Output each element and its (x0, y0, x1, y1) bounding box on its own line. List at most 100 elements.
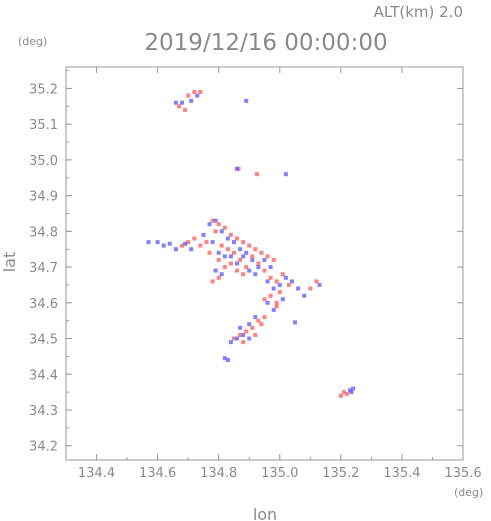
scatter-point (204, 240, 209, 245)
scatter-point (250, 254, 255, 259)
scatter-point (274, 279, 279, 284)
scatter-point (173, 100, 178, 105)
points-layer (146, 90, 356, 398)
scatter-point (210, 279, 215, 284)
y-tick-label: 34.5 (29, 333, 58, 348)
scatter-point (146, 240, 151, 245)
scatter-point (167, 241, 172, 246)
y-tick-label: 34.9 (29, 190, 58, 205)
scatter-point (216, 257, 221, 262)
scatter-point (247, 322, 252, 327)
scatter-point (253, 315, 258, 320)
scatter-point (349, 390, 354, 395)
x-tick-label: 135.2 (322, 466, 359, 481)
scatter-point (241, 240, 246, 245)
scatter-point (293, 320, 297, 325)
x-tick-label: 135.4 (383, 466, 420, 481)
y-tick-label: 35.1 (29, 118, 58, 133)
scatter-point (253, 272, 258, 277)
scatter-point (271, 286, 276, 291)
scatter-point (238, 257, 243, 262)
y-tick-label: 34.8 (29, 225, 58, 240)
scatter-point (262, 315, 267, 320)
scatter-point (177, 104, 181, 109)
altitude-label: ALT(km) 2.0 (374, 3, 463, 21)
scatter-point (189, 247, 194, 252)
scatter-point (341, 390, 346, 395)
x-tick-label: 135.6 (444, 466, 481, 481)
scatter-point (244, 329, 249, 334)
scatter-point (207, 222, 212, 227)
scatter-point (232, 240, 236, 245)
scatter-point (280, 272, 285, 277)
scatter-point (274, 304, 279, 309)
scatter-point (271, 257, 276, 262)
scatter-point (219, 229, 224, 234)
scatter-point (268, 293, 273, 298)
scatter-point (274, 300, 279, 305)
scatter-point (235, 236, 239, 241)
scatter-point (253, 247, 258, 252)
scatter-point (228, 340, 233, 345)
scatter-point (186, 240, 191, 245)
scatter-point (238, 333, 243, 337)
scatter-point (192, 90, 197, 94)
scatter-point (235, 268, 239, 273)
scatter-point (235, 261, 239, 266)
scatter-point (183, 241, 188, 246)
scatter-point (198, 90, 203, 94)
plot-frame (65, 66, 464, 461)
scatter-point (180, 100, 184, 105)
x-unit-label: (deg) (454, 486, 483, 499)
y-tick-label: 35.0 (29, 154, 58, 169)
scatter-point (225, 247, 230, 252)
scatter-point (228, 232, 233, 237)
scatter-point (265, 254, 270, 259)
scatter-point (244, 98, 249, 103)
scatter-point (213, 229, 218, 234)
x-tick-label: 134.6 (139, 466, 176, 481)
scatter-point (345, 391, 349, 396)
scatter-point (222, 254, 227, 259)
scatter-point (259, 250, 264, 255)
scatter-point (216, 275, 221, 280)
scatter-point (238, 247, 243, 252)
scatter-point (222, 356, 227, 361)
scatter-point (262, 297, 267, 302)
y-tick-label: 34.2 (29, 440, 58, 455)
scatter-point (265, 279, 270, 284)
scatter-point (189, 98, 194, 103)
y-tick-label: 34.6 (29, 297, 58, 312)
scatter-point (213, 218, 218, 223)
scatter-point (161, 243, 166, 248)
scatter-point (183, 107, 188, 112)
scatter-point (186, 93, 191, 98)
scatter-point (283, 172, 288, 177)
scatter-point (225, 358, 230, 362)
scatter-point (225, 236, 230, 241)
x-tick-label: 134.4 (78, 466, 115, 481)
y-unit-label: (deg) (18, 35, 47, 48)
scatter-point (290, 279, 294, 284)
x-tick-label: 135.0 (261, 466, 298, 481)
y-tick-label: 35.2 (29, 82, 58, 97)
scatter-point (253, 333, 258, 337)
scatter-point (210, 218, 215, 223)
scatter-point (228, 254, 233, 259)
scatter-point (238, 325, 243, 330)
scatter-point (232, 336, 236, 341)
scatter-point (302, 293, 307, 298)
scatter-point (180, 243, 184, 248)
scatter-point (244, 250, 249, 255)
scatter-point (195, 93, 200, 98)
scatter-point (317, 282, 322, 287)
scatter-point (265, 300, 270, 305)
scatter-point (216, 222, 221, 227)
scatter-point (201, 232, 206, 237)
scatter-point (173, 247, 178, 252)
scatter-point (268, 265, 273, 270)
scatter-point (207, 250, 212, 255)
ticks-layer: 134.4 134.6 134.8 135.0 135.2 135.4 135.6 34.2 3… (29, 67, 482, 481)
scatter-point (256, 318, 261, 323)
scatter-point (222, 265, 227, 270)
